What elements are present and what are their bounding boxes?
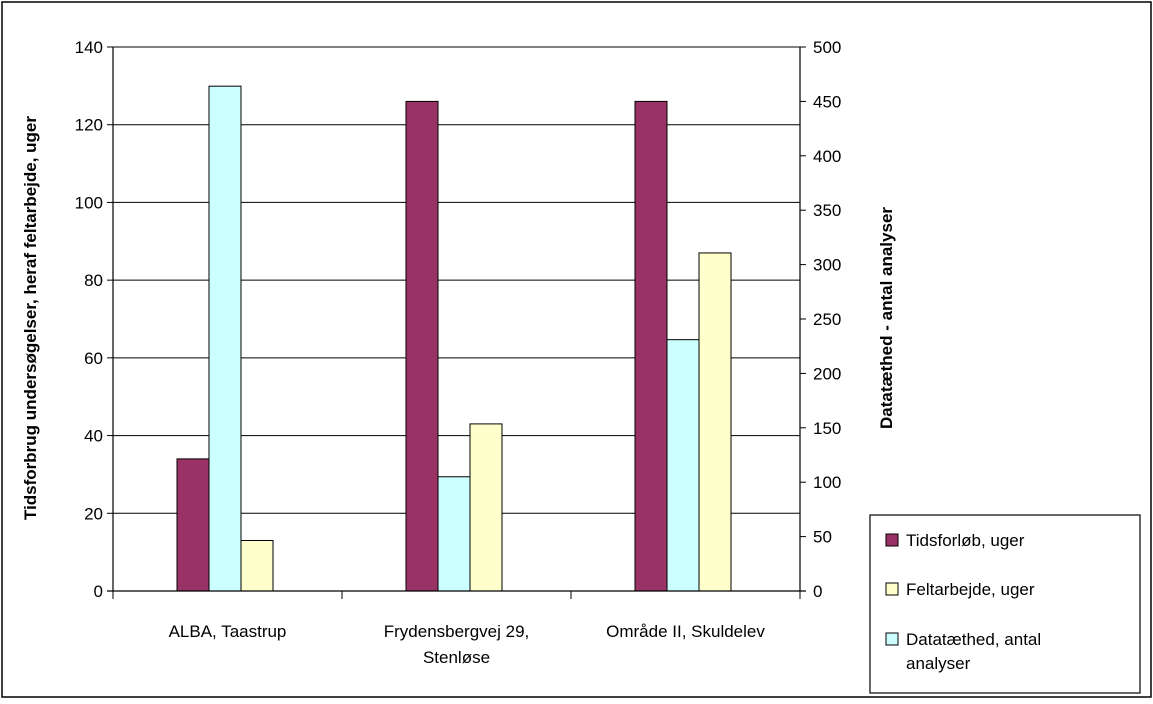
y2-tick-label: 200 <box>813 364 841 383</box>
y2-tick-label: 450 <box>813 92 841 111</box>
y-tick-label: 100 <box>75 193 103 212</box>
legend-label: analyser <box>906 654 971 673</box>
legend-label: Datatæthed, antal <box>906 630 1041 649</box>
bar <box>437 476 471 592</box>
bar <box>469 423 503 592</box>
bar <box>634 100 668 592</box>
legend-swatch <box>885 632 899 646</box>
y2-tick-label: 250 <box>813 310 841 329</box>
legend-label: Tidsforløb, uger <box>906 531 1025 550</box>
tick-labels: 0 20 40 60 80 100 120 140 0 50 100 150 200 250 300 350 4… <box>75 38 842 667</box>
y2-tick-label: 50 <box>813 528 832 547</box>
bar <box>240 539 274 592</box>
bar <box>405 100 439 592</box>
y-tick-label: 60 <box>84 349 103 368</box>
y-tick-label: 40 <box>84 427 103 446</box>
y-tick-label: 80 <box>84 271 103 290</box>
y2-tick-label: 0 <box>813 582 822 601</box>
y-tick-label: 140 <box>75 38 103 57</box>
bar <box>176 458 210 592</box>
y2-tick-label: 350 <box>813 201 841 220</box>
bar <box>666 339 700 592</box>
y2-tick-label: 300 <box>813 256 841 275</box>
y-tick-label: 0 <box>94 582 103 601</box>
y2-tick-label: 500 <box>813 38 841 57</box>
x-tick-label: ALBA, Taastrup <box>169 622 287 641</box>
y2-tick-label: 100 <box>813 473 841 492</box>
y-tick-label: 20 <box>84 504 103 523</box>
y2-axis-title: Datatæthed - antal analyser <box>877 207 896 429</box>
bar <box>698 252 732 592</box>
axes <box>107 46 806 599</box>
y-tick-label: 120 <box>75 116 103 135</box>
x-tick-label: Stenløse <box>423 648 490 667</box>
bar <box>208 85 242 592</box>
y2-tick-label: 150 <box>813 419 841 438</box>
bars <box>176 85 732 592</box>
y-axis-title: Tidsforbrug undersøgelser, heraf feltarb… <box>21 116 40 520</box>
x-tick-label: Område II, Skuldelev <box>606 622 765 641</box>
legend: Tidsforløb, uger Feltarbejde, uger Datatæt… <box>869 514 1141 694</box>
x-tick-label: Frydensbergvej 29, <box>384 622 530 641</box>
legend-swatch <box>885 533 899 547</box>
legend-box <box>869 514 1141 694</box>
legend-label: Feltarbejde, uger <box>906 580 1035 599</box>
y2-tick-label: 400 <box>813 147 841 166</box>
legend-swatch <box>885 582 899 596</box>
